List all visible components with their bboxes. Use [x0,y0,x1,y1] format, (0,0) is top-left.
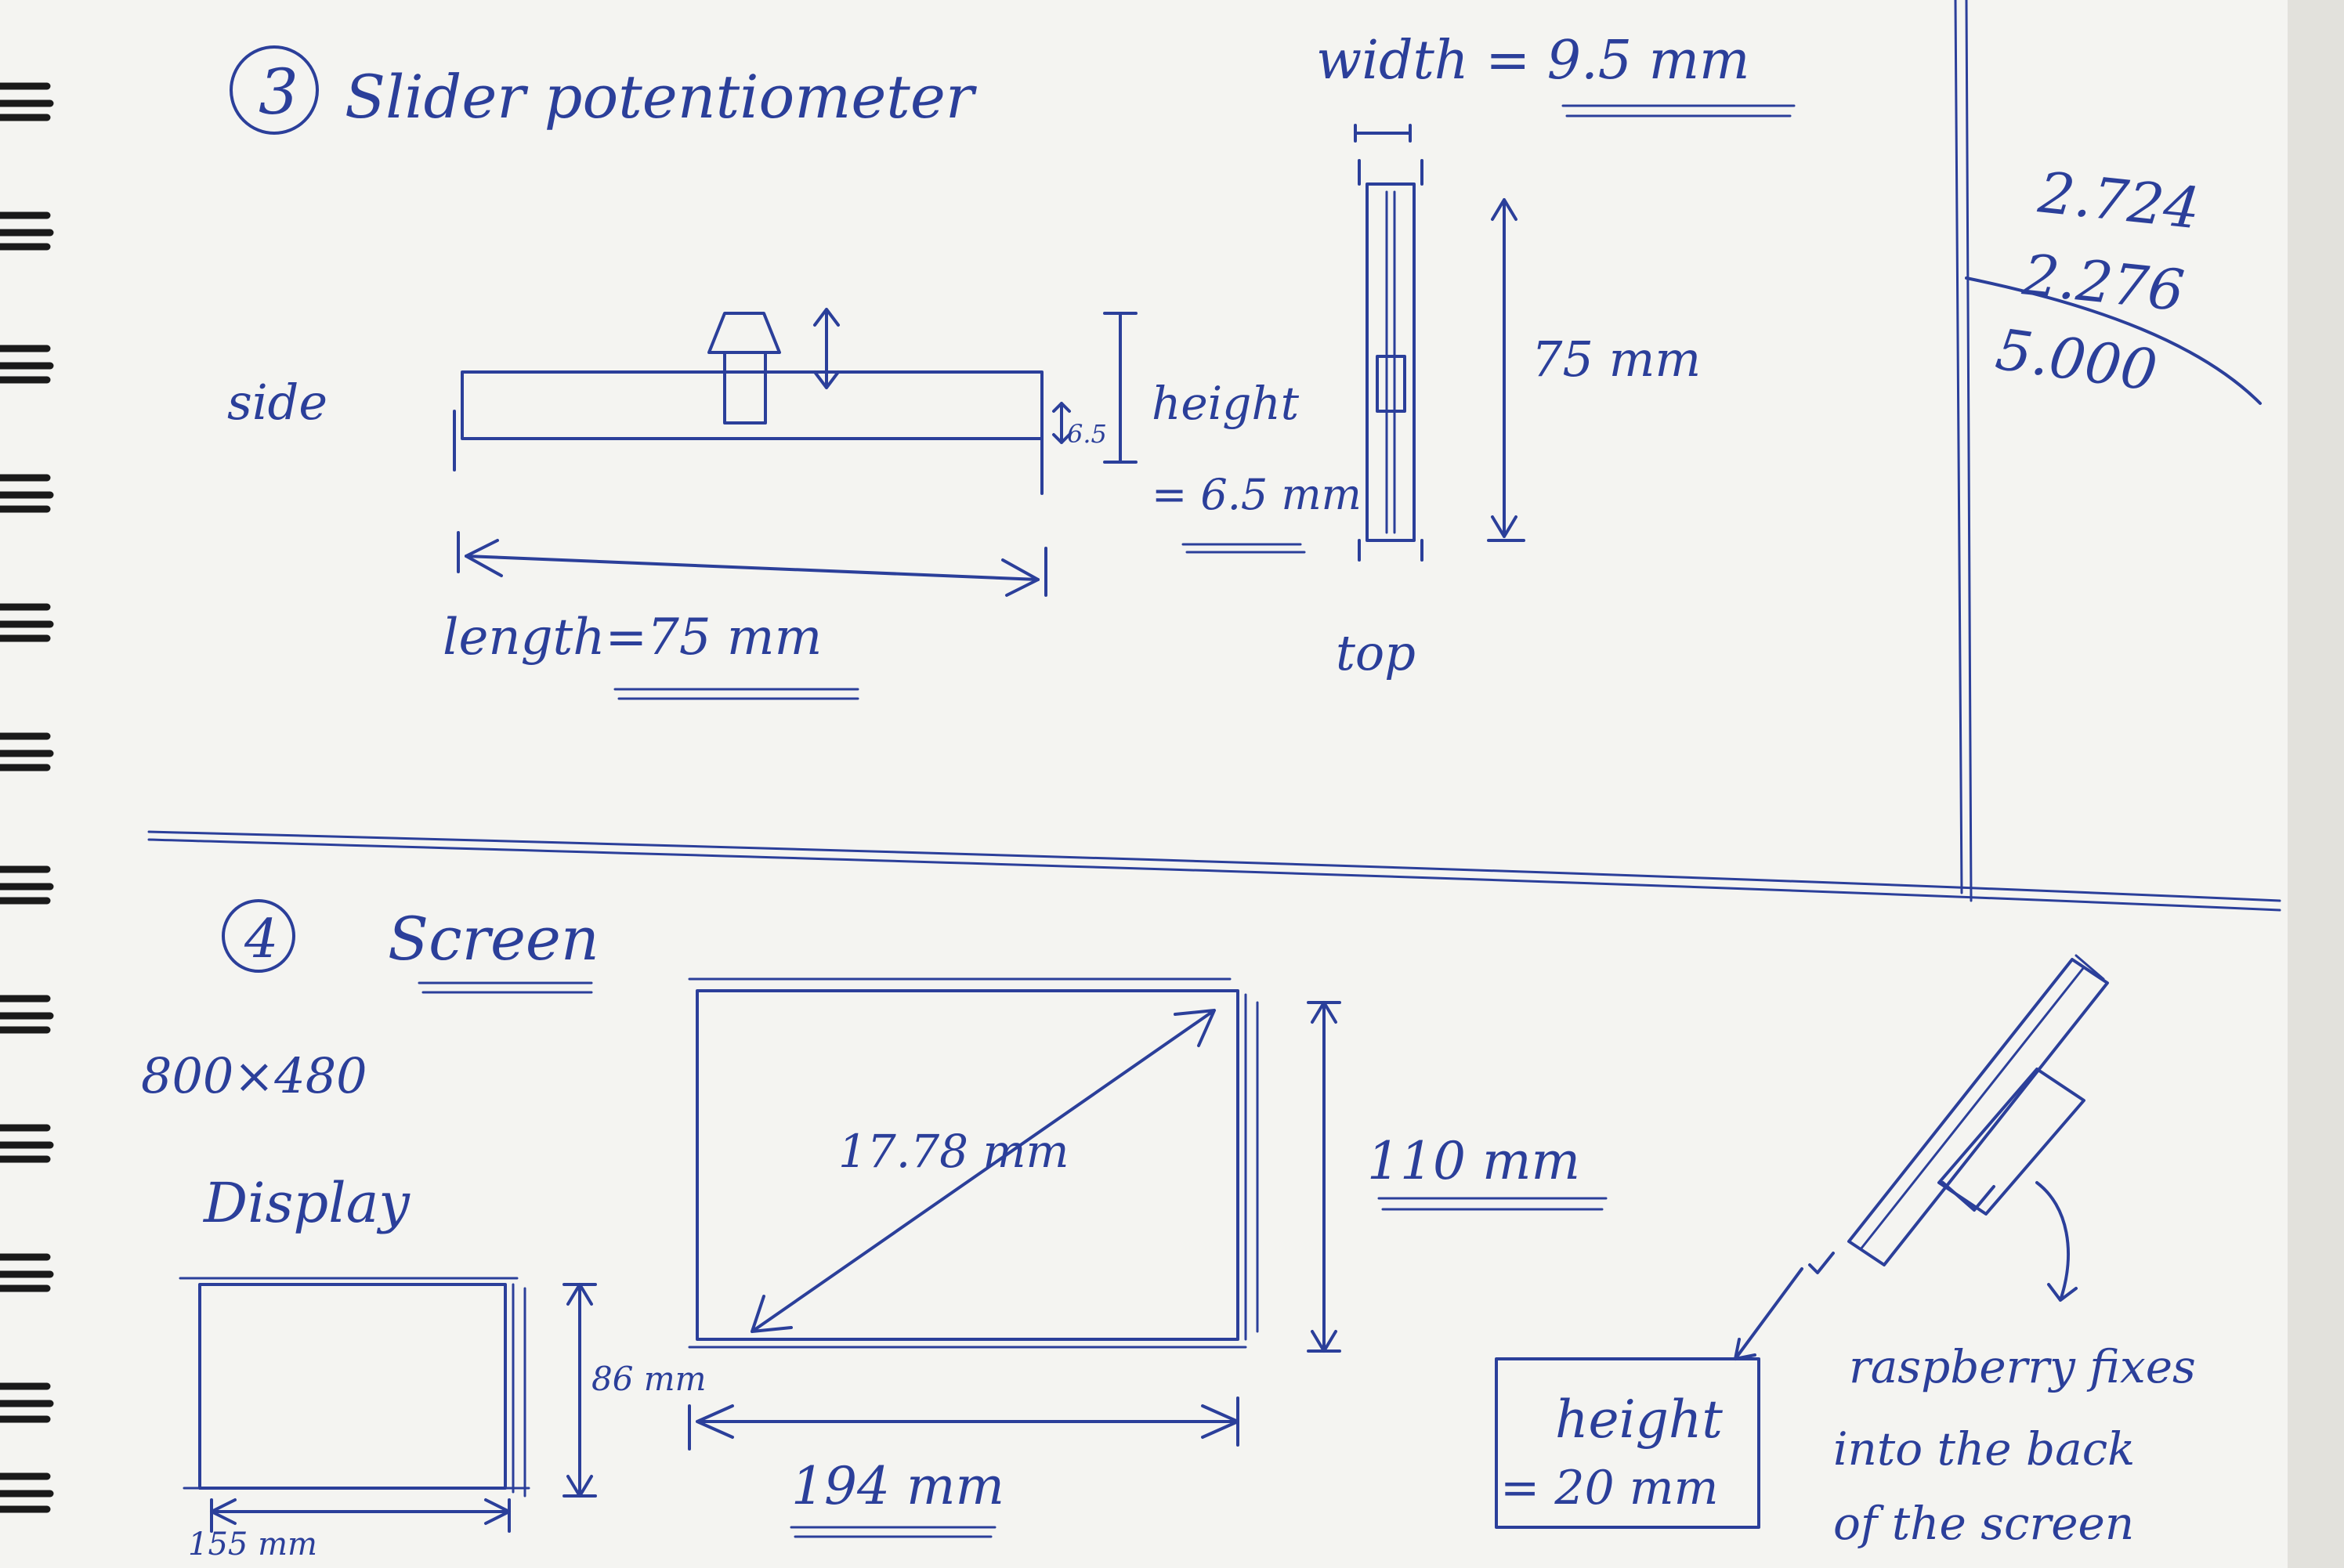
top-length-label: 75 mm [1532,331,1701,388]
display-label: Display [202,1171,411,1235]
section-4-number-circle [222,899,295,973]
box-height-line1: height [1555,1389,1723,1450]
display-height-label: 86 mm [591,1360,706,1398]
height-box [1495,1357,1760,1529]
note-line2: into the back [1833,1422,2135,1476]
screen-drawing [688,977,1341,1451]
height-label-line1: height [1152,377,1300,430]
length-label: length=75 mm [443,609,822,667]
spiral-binding [0,82,54,1513]
slider-side-view [453,308,1138,495]
width-label: width = 9.5 mm [1316,30,1750,92]
screen-height-label: 110 mm [1367,1131,1580,1191]
divider-vertical [1954,0,1963,894]
section-3-number-circle [230,45,319,135]
screen-width-label: 194 mm [791,1456,1004,1516]
display-drawing [179,1277,597,1533]
box-height-line2: = 20 mm [1500,1461,1719,1516]
section-3-title: Slider potentiometer [345,62,978,132]
note-line3: of the screen [1833,1497,2134,1550]
section-3-number: 3 [259,56,298,128]
section-4-number: 4 [244,909,278,970]
side-label: side [227,374,327,431]
section-4-title: Screen [388,904,599,974]
display-width-label: 155 mm [188,1526,317,1563]
top-label: top [1336,624,1416,681]
paper-shadow-right [2288,0,2344,1568]
screen-diagonal-label: 17.78 mm [838,1125,1069,1178]
length-dimension [457,531,1047,597]
screen-side-view [1734,954,2109,1360]
height-small-label: 6.5 [1067,419,1107,449]
divider-horizontal [147,830,2281,902]
height-label-line2: = 6.5 mm [1152,470,1362,519]
note-line1: raspberry fixes [1849,1340,2196,1393]
resolution-label: 800×480 [141,1047,367,1104]
slider-top-view [1354,124,1525,562]
